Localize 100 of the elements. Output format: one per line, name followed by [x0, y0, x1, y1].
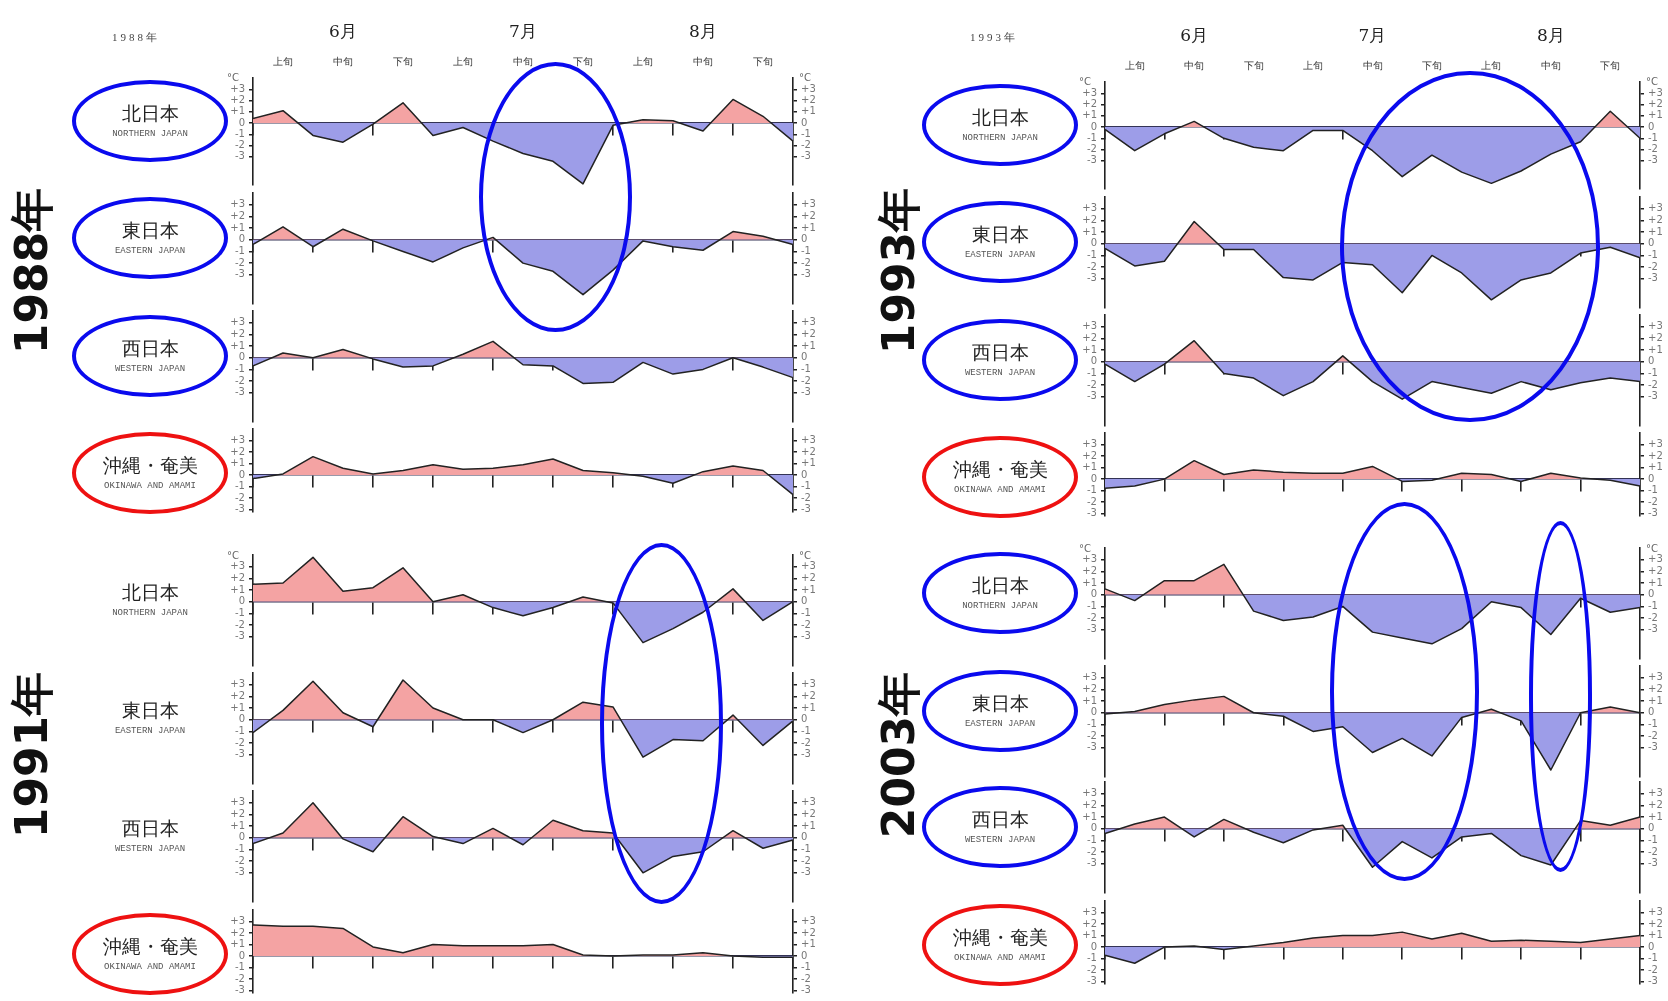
y2-tick-label: 0: [801, 351, 808, 363]
x-tick-label: 上旬: [273, 55, 293, 67]
y-tick-label: 0: [238, 116, 245, 128]
x-tick-label: 上旬: [1303, 59, 1324, 71]
y2-tick-label: +1: [801, 701, 816, 713]
y2-tick-label: +1: [1648, 810, 1663, 822]
y2-tick-label: +2: [801, 807, 816, 819]
y2-tick-label: -1: [801, 843, 811, 855]
y-tick-label: -3: [1087, 390, 1097, 402]
y2-tick-label: -1: [1648, 131, 1658, 143]
y2-tick-label: +2: [801, 327, 816, 339]
text: 1993年: [871, 187, 925, 355]
y-tick-label: +2: [230, 209, 245, 221]
y-tick-label: -1: [1087, 484, 1097, 496]
y-tick-label: +2: [1082, 213, 1097, 225]
text: 8月: [689, 20, 717, 43]
y2-tick-label: +2: [1648, 564, 1663, 576]
y-tick-label: -3: [235, 150, 245, 162]
y2-tick-label: -3: [801, 630, 811, 642]
y2-tick-label: -2: [1648, 611, 1658, 623]
y-tick-label: +3: [230, 198, 245, 210]
y2-tick-label: 0: [801, 468, 808, 480]
y2-tick-label: -1: [1648, 600, 1658, 612]
y2-tick-label: +1: [1648, 225, 1663, 237]
text: WESTERN JAPAN: [114, 843, 186, 854]
y2-tick-label: +1: [1648, 343, 1663, 355]
y2-tick-label: +2: [801, 571, 816, 583]
x-tick-label: 下旬: [1243, 59, 1264, 71]
y2-tick-label: 0: [1648, 355, 1655, 367]
y2-axis-title: °C: [1646, 76, 1659, 88]
y-tick-label: 0: [1090, 822, 1097, 834]
y-tick-label: 0: [238, 351, 245, 363]
y-tick-label: -1: [235, 480, 245, 492]
y-tick-label: -1: [1087, 718, 1097, 730]
y2-tick-label: -2: [1648, 729, 1658, 741]
text: 7月: [1358, 24, 1387, 47]
y-tick-label: -2: [235, 854, 245, 866]
text: 北日本: [121, 579, 179, 605]
y-tick-label: -1: [235, 961, 245, 973]
y-tick-label: +2: [1082, 917, 1097, 929]
y-tick-label: +1: [1082, 810, 1097, 822]
y-tick-label: +3: [230, 560, 245, 572]
y2-tick-label: -1: [801, 245, 811, 257]
y-tick-label: +2: [230, 926, 245, 938]
text: OKINAWA AND AMAMI: [104, 962, 196, 973]
text: 北日本: [121, 101, 179, 127]
y2-tick-label: +3: [1648, 438, 1663, 450]
y-tick-label: +2: [1082, 564, 1097, 576]
y-tick-label: +1: [230, 583, 245, 595]
y-tick-label: -2: [1087, 611, 1097, 623]
y-tick-label: -2: [235, 374, 245, 386]
y-tick-label: -1: [1087, 600, 1097, 612]
text: 1993年: [970, 30, 1018, 46]
y-tick-label: +1: [1082, 109, 1097, 121]
y2-tick-label: +1: [1648, 929, 1663, 941]
y-tick-label: +1: [1082, 929, 1097, 941]
x-tick-label: 下旬: [1421, 59, 1442, 71]
x-tick-label: 下旬: [573, 55, 593, 67]
y2-tick-label: +2: [1648, 682, 1663, 694]
y2-tick-label: -1: [1648, 718, 1658, 730]
y-tick-label: +1: [1082, 576, 1097, 588]
y2-tick-label: +1: [801, 819, 816, 831]
text: OKINAWA AND AMAMI: [954, 953, 1046, 964]
y-axis-title: °C: [1079, 76, 1092, 88]
y2-tick-label: -2: [801, 736, 811, 748]
y-tick-label: +1: [230, 339, 245, 351]
text: 北日本: [971, 572, 1029, 598]
text: 東日本: [971, 690, 1029, 716]
y-tick-label: +2: [230, 327, 245, 339]
y-tick-label: +3: [1082, 553, 1097, 565]
y-tick-label: -1: [235, 843, 245, 855]
y2-tick-label: +2: [1648, 449, 1663, 461]
y-tick-label: +1: [230, 938, 245, 950]
text: 1988年: [4, 187, 58, 355]
y2-tick-label: +1: [801, 105, 816, 117]
y2-tick-label: -2: [801, 854, 811, 866]
y2-tick-label: -3: [1648, 857, 1658, 869]
y2-tick-label: -3: [801, 503, 811, 515]
y2-tick-label: -2: [801, 618, 811, 630]
text: WESTERN JAPAN: [964, 834, 1036, 845]
y2-tick-label: -2: [1648, 963, 1658, 975]
y2-tick-label: +3: [1648, 787, 1663, 799]
text: 沖縄・奄美: [102, 934, 198, 960]
y2-tick-label: +3: [801, 434, 816, 446]
text: NORTHERN JAPAN: [962, 133, 1038, 144]
y2-tick-label: +2: [1648, 917, 1663, 929]
y-tick-label: +2: [1082, 331, 1097, 343]
y2-tick-label: -1: [1648, 367, 1658, 379]
x-tick-label: 上旬: [1481, 59, 1502, 71]
y2-tick-label: -3: [1648, 623, 1658, 635]
y2-tick-label: -3: [1648, 507, 1658, 519]
y-tick-label: -2: [1087, 963, 1097, 975]
y-tick-label: -3: [1087, 857, 1097, 869]
y-tick-label: -3: [1087, 623, 1097, 635]
text: 西日本: [971, 806, 1029, 832]
y2-tick-label: +3: [801, 198, 816, 210]
text: 西日本: [971, 339, 1029, 365]
y-tick-label: 0: [1090, 588, 1097, 600]
y2-tick-label: +3: [1648, 320, 1663, 332]
y-tick-label: 0: [1090, 355, 1097, 367]
